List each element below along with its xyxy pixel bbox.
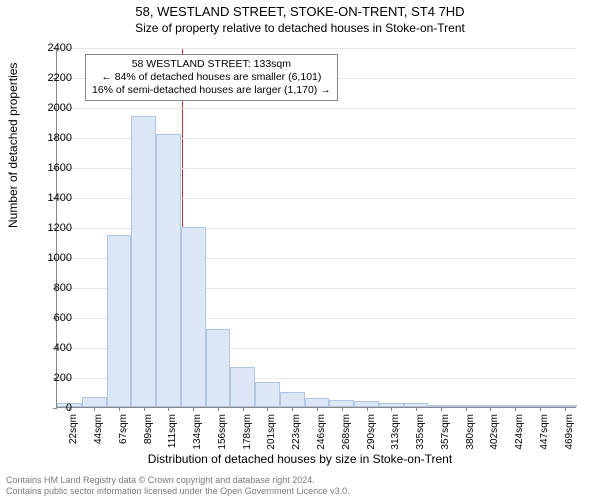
- annotation-box: 58 WESTLAND STREET: 133sqm ← 84% of deta…: [85, 54, 338, 101]
- xtick-label: 335sqm: [415, 414, 426, 452]
- xtick-label: 402sqm: [489, 414, 500, 452]
- xtick-mark: [119, 407, 120, 411]
- xtick-mark: [193, 407, 194, 411]
- xtick-mark: [466, 407, 467, 411]
- chart-title: 58, WESTLAND STREET, STOKE-ON-TRENT, ST4…: [0, 4, 600, 20]
- ytick-label: 1600: [32, 162, 72, 174]
- xtick-mark: [94, 407, 95, 411]
- xtick-mark: [168, 407, 169, 411]
- histogram-bar: [329, 400, 354, 408]
- xtick-mark: [565, 407, 566, 411]
- xtick-label: 313sqm: [390, 414, 401, 452]
- ytick-label: 2400: [32, 42, 72, 54]
- xtick-mark: [416, 407, 417, 411]
- histogram-bar: [305, 398, 330, 407]
- footer-line2: Contains public sector information licen…: [6, 486, 350, 497]
- xtick-label: 156sqm: [217, 414, 228, 452]
- xtick-mark: [540, 407, 541, 411]
- annotation-line1: 58 WESTLAND STREET: 133sqm: [92, 58, 331, 71]
- xtick-mark: [367, 407, 368, 411]
- ytick-label: 1000: [32, 252, 72, 264]
- xtick-mark: [267, 407, 268, 411]
- xtick-mark: [218, 407, 219, 411]
- histogram-bar: [181, 227, 206, 407]
- footer: Contains HM Land Registry data © Crown c…: [6, 475, 350, 497]
- ytick-label: 400: [32, 342, 72, 354]
- xtick-mark: [342, 407, 343, 411]
- xtick-mark: [317, 407, 318, 411]
- annotation-line3: 16% of semi-detached houses are larger (…: [92, 84, 331, 97]
- xtick-label: 67sqm: [118, 414, 129, 452]
- xtick-label: 201sqm: [266, 414, 277, 452]
- xtick-mark: [243, 407, 244, 411]
- xtick-label: 424sqm: [514, 414, 525, 452]
- ytick-label: 0: [32, 402, 72, 414]
- histogram-bar: [280, 392, 305, 407]
- ytick-label: 2000: [32, 102, 72, 114]
- chart-container: 58, WESTLAND STREET, STOKE-ON-TRENT, ST4…: [0, 4, 600, 464]
- xtick-label: 178sqm: [242, 414, 253, 452]
- gridline: [57, 108, 576, 109]
- ytick-label: 1400: [32, 192, 72, 204]
- footer-line1: Contains HM Land Registry data © Crown c…: [6, 475, 350, 486]
- xtick-label: 22sqm: [68, 414, 79, 452]
- ytick-label: 2200: [32, 72, 72, 84]
- ytick-label: 600: [32, 312, 72, 324]
- xtick-mark: [515, 407, 516, 411]
- ytick-label: 1800: [32, 132, 72, 144]
- xtick-label: 447sqm: [539, 414, 550, 452]
- histogram-bar: [255, 382, 280, 408]
- xtick-label: 111sqm: [167, 414, 178, 452]
- ytick-label: 800: [32, 282, 72, 294]
- xtick-mark: [441, 407, 442, 411]
- xtick-label: 44sqm: [93, 414, 104, 452]
- xtick-label: 246sqm: [316, 414, 327, 452]
- histogram-bar: [230, 367, 255, 408]
- xtick-mark: [144, 407, 145, 411]
- xtick-label: 134sqm: [192, 414, 203, 452]
- ytick-label: 200: [32, 372, 72, 384]
- xtick-mark: [292, 407, 293, 411]
- chart-subtitle: Size of property relative to detached ho…: [0, 21, 600, 35]
- xtick-label: 223sqm: [291, 414, 302, 452]
- histogram-bar: [107, 235, 132, 408]
- yaxis-title: Number of detached properties: [6, 63, 20, 228]
- annotation-line2: ← 84% of detached houses are smaller (6,…: [92, 71, 331, 84]
- gridline: [57, 48, 576, 49]
- xtick-label: 290sqm: [366, 414, 377, 452]
- xtick-mark: [391, 407, 392, 411]
- ytick-label: 1200: [32, 222, 72, 234]
- xtick-label: 89sqm: [143, 414, 154, 452]
- xtick-mark: [490, 407, 491, 411]
- histogram-bar: [156, 134, 181, 407]
- xaxis-title: Distribution of detached houses by size …: [0, 452, 600, 466]
- xtick-label: 268sqm: [341, 414, 352, 452]
- histogram-bar: [82, 397, 107, 408]
- histogram-bar: [206, 329, 231, 407]
- xtick-label: 357sqm: [440, 414, 451, 452]
- xtick-label: 380sqm: [465, 414, 476, 452]
- histogram-bar: [131, 116, 156, 407]
- plot-area: 58 WESTLAND STREET: 133sqm ← 84% of deta…: [56, 48, 576, 408]
- xtick-label: 469sqm: [564, 414, 575, 452]
